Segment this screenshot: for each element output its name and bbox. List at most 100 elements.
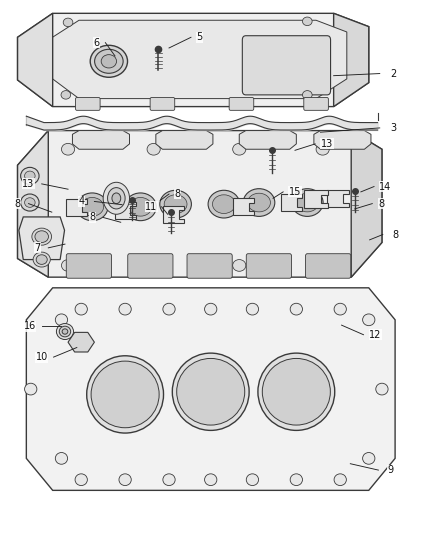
Ellipse shape <box>91 361 159 427</box>
Ellipse shape <box>290 474 302 486</box>
Ellipse shape <box>232 143 245 155</box>
Ellipse shape <box>32 228 51 245</box>
Ellipse shape <box>63 18 73 27</box>
Ellipse shape <box>176 358 244 425</box>
Ellipse shape <box>90 45 127 77</box>
Circle shape <box>107 188 125 209</box>
Polygon shape <box>333 13 368 107</box>
Polygon shape <box>18 131 48 277</box>
Circle shape <box>103 182 129 214</box>
Polygon shape <box>66 199 87 216</box>
Ellipse shape <box>61 91 71 99</box>
Polygon shape <box>162 206 184 223</box>
Ellipse shape <box>290 303 302 315</box>
Polygon shape <box>48 20 346 99</box>
Text: 13: 13 <box>22 179 35 189</box>
Ellipse shape <box>59 326 71 337</box>
Ellipse shape <box>246 474 258 486</box>
Ellipse shape <box>258 353 334 431</box>
Ellipse shape <box>21 194 39 211</box>
Ellipse shape <box>159 190 191 218</box>
Ellipse shape <box>55 453 67 464</box>
Ellipse shape <box>164 195 187 213</box>
Polygon shape <box>18 13 368 107</box>
Ellipse shape <box>56 324 74 340</box>
Polygon shape <box>313 131 370 149</box>
Ellipse shape <box>291 189 322 216</box>
Ellipse shape <box>36 255 47 264</box>
Text: 7: 7 <box>34 243 40 253</box>
Ellipse shape <box>101 55 117 68</box>
Ellipse shape <box>35 231 48 243</box>
Ellipse shape <box>75 303 87 315</box>
FancyBboxPatch shape <box>150 98 174 110</box>
Circle shape <box>112 193 120 204</box>
Polygon shape <box>18 131 381 277</box>
Ellipse shape <box>62 329 67 334</box>
Ellipse shape <box>212 195 235 213</box>
Ellipse shape <box>243 189 274 216</box>
Ellipse shape <box>25 171 35 181</box>
Text: 3: 3 <box>389 123 395 133</box>
Text: 6: 6 <box>93 38 99 47</box>
Text: 8: 8 <box>174 189 180 199</box>
Ellipse shape <box>95 50 123 74</box>
Polygon shape <box>327 190 348 207</box>
Polygon shape <box>350 131 381 277</box>
Text: 8: 8 <box>14 199 21 208</box>
Ellipse shape <box>147 143 160 155</box>
Ellipse shape <box>262 358 330 425</box>
Ellipse shape <box>25 224 35 234</box>
Ellipse shape <box>21 167 39 184</box>
Polygon shape <box>155 131 212 149</box>
FancyBboxPatch shape <box>242 36 330 95</box>
Polygon shape <box>303 190 328 208</box>
Text: 8: 8 <box>89 213 95 222</box>
Ellipse shape <box>362 453 374 464</box>
Ellipse shape <box>119 474 131 486</box>
Ellipse shape <box>333 303 346 315</box>
Ellipse shape <box>25 198 35 207</box>
Ellipse shape <box>76 193 108 221</box>
Ellipse shape <box>172 353 249 431</box>
Text: 13: 13 <box>320 139 332 149</box>
FancyBboxPatch shape <box>229 98 253 110</box>
Ellipse shape <box>208 190 239 218</box>
Polygon shape <box>18 13 53 107</box>
FancyBboxPatch shape <box>66 254 111 278</box>
Text: 10: 10 <box>35 352 48 362</box>
Ellipse shape <box>204 303 216 315</box>
Ellipse shape <box>61 260 74 271</box>
Polygon shape <box>26 288 394 490</box>
Polygon shape <box>68 333 94 352</box>
Ellipse shape <box>246 303 258 315</box>
Ellipse shape <box>75 474 87 486</box>
Ellipse shape <box>315 143 328 155</box>
Ellipse shape <box>55 314 67 326</box>
Ellipse shape <box>21 221 39 238</box>
Polygon shape <box>19 217 64 260</box>
Ellipse shape <box>247 193 270 212</box>
Polygon shape <box>233 198 254 215</box>
Text: 5: 5 <box>196 33 202 42</box>
Text: 2: 2 <box>389 69 395 78</box>
FancyBboxPatch shape <box>305 254 350 278</box>
Ellipse shape <box>204 474 216 486</box>
Ellipse shape <box>302 91 311 99</box>
Ellipse shape <box>119 303 131 315</box>
Text: 8: 8 <box>378 199 384 208</box>
Ellipse shape <box>302 17 311 26</box>
FancyBboxPatch shape <box>303 98 328 110</box>
Ellipse shape <box>81 198 103 216</box>
Ellipse shape <box>124 193 156 221</box>
Text: 15: 15 <box>288 187 300 197</box>
FancyBboxPatch shape <box>246 254 291 278</box>
Text: 16: 16 <box>24 321 36 331</box>
Ellipse shape <box>362 314 374 326</box>
Ellipse shape <box>61 143 74 155</box>
FancyBboxPatch shape <box>187 254 232 278</box>
Ellipse shape <box>129 198 152 216</box>
Ellipse shape <box>86 356 163 433</box>
Ellipse shape <box>162 303 175 315</box>
FancyBboxPatch shape <box>127 254 173 278</box>
